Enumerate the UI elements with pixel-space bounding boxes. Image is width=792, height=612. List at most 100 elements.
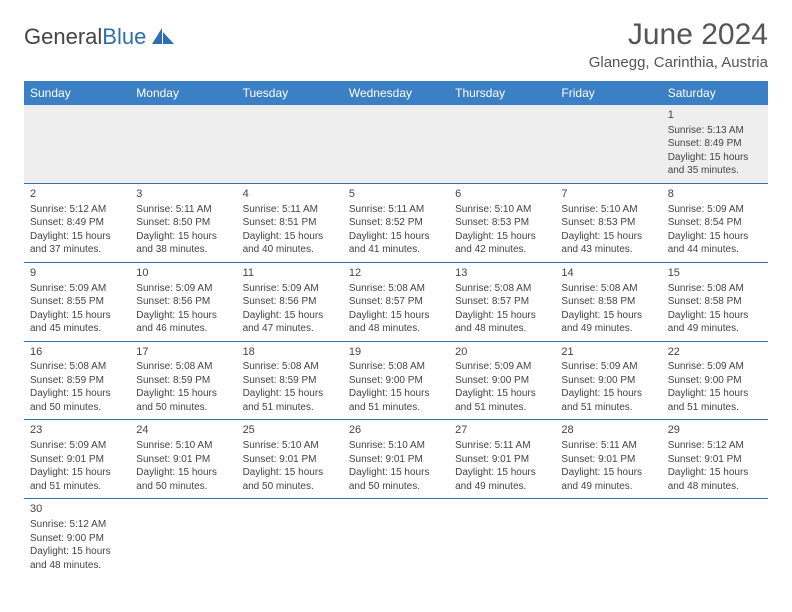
header: GeneralBlue June 2024 Glanegg, Carinthia… — [24, 18, 768, 71]
day-number: 15 — [668, 266, 762, 281]
sunrise-line: Sunrise: 5:08 AM — [455, 282, 549, 296]
calendar-row: 2Sunrise: 5:12 AMSunset: 8:49 PMDaylight… — [24, 183, 768, 262]
sunset-line: Sunset: 8:59 PM — [243, 374, 337, 388]
calendar-cell: 25Sunrise: 5:10 AMSunset: 9:01 PMDayligh… — [237, 420, 343, 499]
weekday-header: Friday — [555, 81, 661, 105]
sunset-line: Sunset: 9:00 PM — [455, 374, 549, 388]
day-number: 24 — [136, 423, 230, 438]
calendar-cell-empty — [555, 499, 661, 577]
daylight-line: Daylight: 15 hours and 40 minutes. — [243, 230, 337, 257]
sunrise-line: Sunrise: 5:09 AM — [668, 360, 762, 374]
sunset-line: Sunset: 8:54 PM — [668, 216, 762, 230]
day-number: 30 — [30, 502, 124, 517]
sunrise-line: Sunrise: 5:10 AM — [349, 439, 443, 453]
daylight-line: Daylight: 15 hours and 48 minutes. — [349, 309, 443, 336]
daylight-line: Daylight: 15 hours and 51 minutes. — [30, 466, 124, 493]
sunset-line: Sunset: 8:53 PM — [455, 216, 549, 230]
calendar-cell: 19Sunrise: 5:08 AMSunset: 9:00 PMDayligh… — [343, 341, 449, 420]
calendar-cell-empty — [662, 499, 768, 577]
weekday-header: Sunday — [24, 81, 130, 105]
calendar-cell-empty — [237, 105, 343, 183]
daylight-line: Daylight: 15 hours and 47 minutes. — [243, 309, 337, 336]
sunset-line: Sunset: 9:00 PM — [668, 374, 762, 388]
sunset-line: Sunset: 9:01 PM — [561, 453, 655, 467]
calendar-cell: 30Sunrise: 5:12 AMSunset: 9:00 PMDayligh… — [24, 499, 130, 577]
sunset-line: Sunset: 8:49 PM — [668, 137, 762, 151]
day-number: 5 — [349, 187, 443, 202]
sunset-line: Sunset: 8:59 PM — [30, 374, 124, 388]
calendar-cell-empty — [24, 105, 130, 183]
sunrise-line: Sunrise: 5:10 AM — [561, 203, 655, 217]
daylight-line: Daylight: 15 hours and 38 minutes. — [136, 230, 230, 257]
day-number: 14 — [561, 266, 655, 281]
daylight-line: Daylight: 15 hours and 49 minutes. — [668, 309, 762, 336]
sunset-line: Sunset: 9:00 PM — [30, 532, 124, 546]
day-number: 7 — [561, 187, 655, 202]
weekday-header: Thursday — [449, 81, 555, 105]
daylight-line: Daylight: 15 hours and 51 minutes. — [455, 387, 549, 414]
daylight-line: Daylight: 15 hours and 41 minutes. — [349, 230, 443, 257]
daylight-line: Daylight: 15 hours and 35 minutes. — [668, 151, 762, 178]
sunrise-line: Sunrise: 5:08 AM — [349, 360, 443, 374]
sunrise-line: Sunrise: 5:11 AM — [349, 203, 443, 217]
sunset-line: Sunset: 8:51 PM — [243, 216, 337, 230]
month-title: June 2024 — [589, 18, 768, 52]
day-number: 6 — [455, 187, 549, 202]
calendar-cell: 7Sunrise: 5:10 AMSunset: 8:53 PMDaylight… — [555, 183, 661, 262]
sunset-line: Sunset: 9:01 PM — [243, 453, 337, 467]
calendar-cell: 21Sunrise: 5:09 AMSunset: 9:00 PMDayligh… — [555, 341, 661, 420]
weekday-header: Monday — [130, 81, 236, 105]
calendar-table: SundayMondayTuesdayWednesdayThursdayFrid… — [24, 81, 768, 577]
sunset-line: Sunset: 9:01 PM — [349, 453, 443, 467]
daylight-line: Daylight: 15 hours and 50 minutes. — [349, 466, 443, 493]
logo: GeneralBlue — [24, 24, 176, 50]
calendar-cell: 11Sunrise: 5:09 AMSunset: 8:56 PMDayligh… — [237, 262, 343, 341]
day-number: 22 — [668, 345, 762, 360]
daylight-line: Daylight: 15 hours and 50 minutes. — [243, 466, 337, 493]
calendar-cell: 15Sunrise: 5:08 AMSunset: 8:58 PMDayligh… — [662, 262, 768, 341]
calendar-cell: 9Sunrise: 5:09 AMSunset: 8:55 PMDaylight… — [24, 262, 130, 341]
calendar-cell: 4Sunrise: 5:11 AMSunset: 8:51 PMDaylight… — [237, 183, 343, 262]
calendar-cell: 27Sunrise: 5:11 AMSunset: 9:01 PMDayligh… — [449, 420, 555, 499]
calendar-cell: 13Sunrise: 5:08 AMSunset: 8:57 PMDayligh… — [449, 262, 555, 341]
sunset-line: Sunset: 8:58 PM — [561, 295, 655, 309]
calendar-cell-empty — [449, 105, 555, 183]
calendar-cell: 14Sunrise: 5:08 AMSunset: 8:58 PMDayligh… — [555, 262, 661, 341]
sunrise-line: Sunrise: 5:08 AM — [243, 360, 337, 374]
day-number: 9 — [30, 266, 124, 281]
calendar-cell-empty — [130, 499, 236, 577]
calendar-cell: 22Sunrise: 5:09 AMSunset: 9:00 PMDayligh… — [662, 341, 768, 420]
sunrise-line: Sunrise: 5:11 AM — [455, 439, 549, 453]
daylight-line: Daylight: 15 hours and 51 minutes. — [668, 387, 762, 414]
calendar-cell-empty — [343, 499, 449, 577]
calendar-cell: 29Sunrise: 5:12 AMSunset: 9:01 PMDayligh… — [662, 420, 768, 499]
sunrise-line: Sunrise: 5:09 AM — [30, 282, 124, 296]
daylight-line: Daylight: 15 hours and 42 minutes. — [455, 230, 549, 257]
calendar-row: 23Sunrise: 5:09 AMSunset: 9:01 PMDayligh… — [24, 420, 768, 499]
sunset-line: Sunset: 9:01 PM — [30, 453, 124, 467]
sunset-line: Sunset: 9:01 PM — [136, 453, 230, 467]
logo-text-general: General — [24, 24, 102, 50]
calendar-cell: 10Sunrise: 5:09 AMSunset: 8:56 PMDayligh… — [130, 262, 236, 341]
daylight-line: Daylight: 15 hours and 51 minutes. — [561, 387, 655, 414]
sunrise-line: Sunrise: 5:10 AM — [136, 439, 230, 453]
day-number: 27 — [455, 423, 549, 438]
location: Glanegg, Carinthia, Austria — [589, 54, 768, 71]
sunrise-line: Sunrise: 5:09 AM — [30, 439, 124, 453]
calendar-cell: 6Sunrise: 5:10 AMSunset: 8:53 PMDaylight… — [449, 183, 555, 262]
calendar-cell-empty — [343, 105, 449, 183]
daylight-line: Daylight: 15 hours and 50 minutes. — [136, 466, 230, 493]
sunrise-line: Sunrise: 5:10 AM — [243, 439, 337, 453]
day-number: 8 — [668, 187, 762, 202]
calendar-row: 16Sunrise: 5:08 AMSunset: 8:59 PMDayligh… — [24, 341, 768, 420]
sunrise-line: Sunrise: 5:12 AM — [30, 203, 124, 217]
calendar-cell: 5Sunrise: 5:11 AMSunset: 8:52 PMDaylight… — [343, 183, 449, 262]
title-block: June 2024 Glanegg, Carinthia, Austria — [589, 18, 768, 71]
sunrise-line: Sunrise: 5:08 AM — [349, 282, 443, 296]
daylight-line: Daylight: 15 hours and 49 minutes. — [561, 466, 655, 493]
calendar-cell: 2Sunrise: 5:12 AMSunset: 8:49 PMDaylight… — [24, 183, 130, 262]
calendar-cell: 18Sunrise: 5:08 AMSunset: 8:59 PMDayligh… — [237, 341, 343, 420]
daylight-line: Daylight: 15 hours and 50 minutes. — [30, 387, 124, 414]
daylight-line: Daylight: 15 hours and 43 minutes. — [561, 230, 655, 257]
daylight-line: Daylight: 15 hours and 49 minutes. — [455, 466, 549, 493]
